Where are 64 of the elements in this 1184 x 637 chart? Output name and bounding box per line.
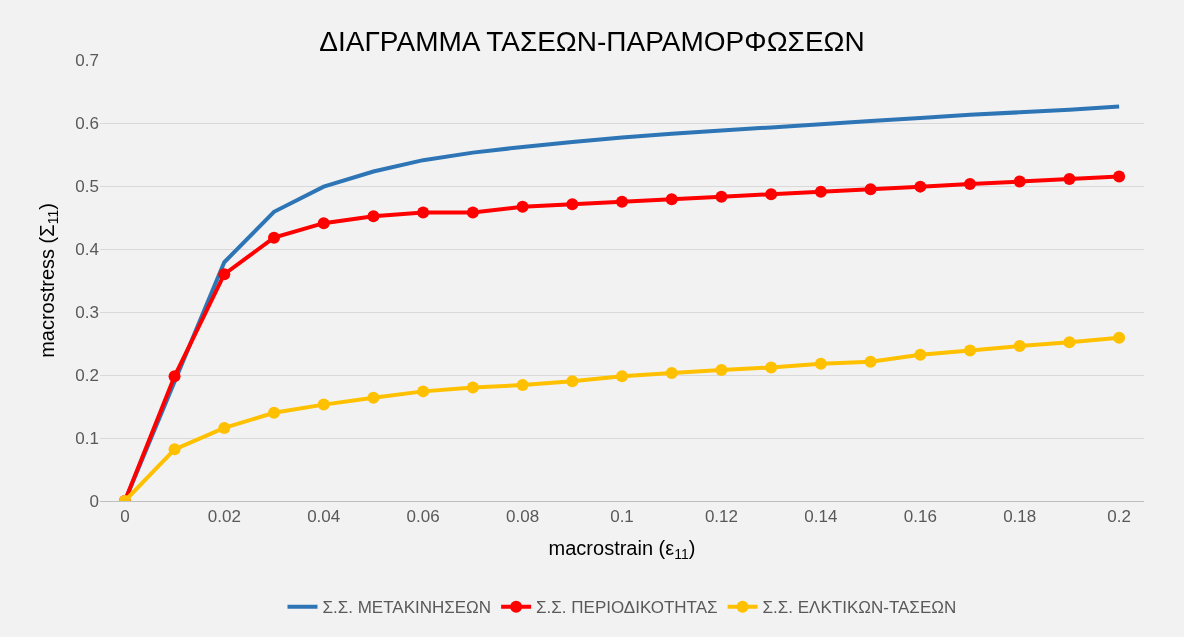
point xyxy=(1063,336,1076,349)
point xyxy=(814,185,827,198)
x-tick-label: 0 xyxy=(120,507,130,527)
point xyxy=(765,361,778,374)
point xyxy=(964,344,976,357)
y-tick-label: 0.3 xyxy=(75,302,99,322)
point xyxy=(516,379,529,392)
point xyxy=(616,195,628,208)
point xyxy=(765,188,778,201)
x-tick-label: 0.04 xyxy=(307,507,341,527)
legend-label: Σ.Σ. ΕΛΚΤΙΚΩΝ-ΤΑΣΕΩΝ xyxy=(762,598,957,618)
x-tick-label: 0.02 xyxy=(207,507,241,527)
point xyxy=(218,268,231,281)
y-tick-label: 0.6 xyxy=(75,113,99,133)
point xyxy=(168,443,181,456)
point xyxy=(218,421,231,434)
x-tick-label: 0.1 xyxy=(610,507,634,527)
point xyxy=(864,355,877,368)
point xyxy=(367,391,380,404)
y-tick-label: 0.1 xyxy=(75,428,99,448)
y-tick-label: 0 xyxy=(89,491,99,511)
point xyxy=(616,370,628,383)
x-tick-label: 0.14 xyxy=(804,507,838,527)
x-axis-title: macrostrain (ε$_{11}$) xyxy=(548,536,696,563)
point xyxy=(665,193,678,206)
point xyxy=(516,200,529,213)
y-tick-label: 0.2 xyxy=(75,365,99,385)
chart-title: ΔΙΑΓΡΑΜΜΑ ΤΑΣΕΩΝ-ΠΑΡΑΜΟΡΦΩΣΕΩΝ xyxy=(319,26,865,58)
legend-label: Σ.Σ. ΠΕΡΙΟΔΙΚΟΤΗΤΑΣ xyxy=(536,598,718,618)
point xyxy=(317,217,330,230)
point xyxy=(814,357,827,370)
point xyxy=(168,370,181,383)
point xyxy=(914,180,927,193)
point xyxy=(1013,340,1026,353)
y-tick-label: 0.4 xyxy=(75,239,99,259)
y-tick-label: 0.7 xyxy=(75,50,99,70)
point xyxy=(665,367,678,380)
x-tick-label: 0.2 xyxy=(1107,507,1131,527)
point xyxy=(566,375,579,388)
point xyxy=(317,398,330,411)
point xyxy=(914,348,927,361)
point xyxy=(417,206,430,219)
legend-label: Σ.Σ. ΜΕΤΑΚΙΝΗΣΕΩΝ xyxy=(322,598,492,618)
point xyxy=(417,385,430,398)
point xyxy=(466,206,479,219)
x-tick-label: 0.08 xyxy=(506,507,540,527)
point xyxy=(1013,175,1026,188)
y-tick-label: 0.5 xyxy=(75,176,99,196)
point xyxy=(715,190,728,203)
point xyxy=(367,210,380,223)
point xyxy=(864,183,877,196)
point xyxy=(268,406,280,419)
point xyxy=(1113,170,1126,183)
x-tick-label: 0.12 xyxy=(704,507,738,527)
x-tick-label: 0.06 xyxy=(406,507,440,527)
x-tick-label: 0.16 xyxy=(903,507,937,527)
point xyxy=(566,198,579,211)
point xyxy=(1063,173,1076,186)
point xyxy=(268,231,280,244)
point xyxy=(715,363,728,376)
x-tick-label: 0.18 xyxy=(1003,507,1037,527)
point xyxy=(964,178,976,191)
point xyxy=(466,381,479,394)
point xyxy=(1113,331,1126,344)
